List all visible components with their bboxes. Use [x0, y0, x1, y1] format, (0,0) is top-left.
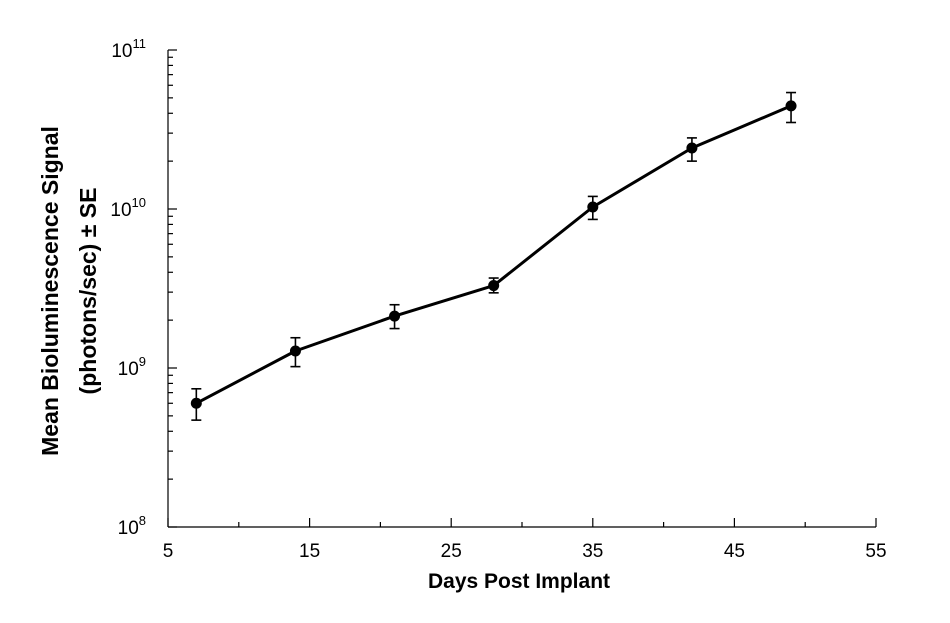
x-tick-label: 25: [441, 541, 462, 562]
data-point: [190, 397, 202, 409]
y-tick-label: 1010: [110, 195, 146, 221]
data-point: [488, 280, 500, 292]
data-points: [190, 100, 797, 409]
x-axis-title: Days Post Implant: [428, 570, 610, 593]
data-point: [785, 100, 797, 112]
series-line: [195, 104, 792, 405]
x-tick-label: 45: [724, 541, 745, 562]
x-tick-label: 5: [163, 541, 174, 562]
series-lines: [195, 104, 792, 405]
y-tick-label: 108: [118, 513, 146, 539]
x-tick-label: 15: [299, 541, 320, 562]
axes: [167, 50, 876, 528]
y-axis-title: Mean Bioluminescence Signal (photons/sec…: [37, 126, 101, 456]
data-point: [686, 142, 698, 154]
ticks: 5 15 25 35 45 55 108 109 1010 1011: [110, 36, 886, 562]
data-point: [389, 310, 401, 322]
data-point: [587, 201, 599, 213]
x-tick-label: 35: [582, 541, 603, 562]
y-axis-title-line2: (photons/sec) ± SE: [75, 188, 101, 395]
data-point: [289, 345, 301, 357]
x-tick-label: 55: [865, 541, 886, 562]
y-axis-title-line1: Mean Bioluminescence Signal: [37, 126, 63, 456]
y-tick-label: 109: [118, 354, 146, 380]
y-tick-label: 1011: [111, 36, 146, 62]
